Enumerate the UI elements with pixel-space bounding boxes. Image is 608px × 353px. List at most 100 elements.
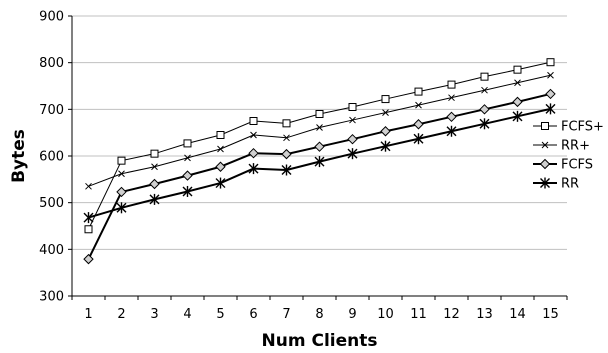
point-rr-plus-4 xyxy=(184,154,191,162)
point-fcfs-plus-2 xyxy=(117,156,126,165)
point-fcfs-plus-6 xyxy=(249,117,258,125)
legend-item-fcfs-plus: FCFS+ xyxy=(533,120,604,135)
legend-marker-rr-plus xyxy=(541,141,549,149)
point-rr-3 xyxy=(149,193,160,205)
point-rr-plus-13 xyxy=(481,86,488,94)
legend-marker-fcfs xyxy=(539,158,551,170)
point-rr-plus-8 xyxy=(316,124,323,131)
point-rr-9 xyxy=(347,148,358,160)
point-fcfs-plus-1 xyxy=(84,225,93,234)
point-rr-5 xyxy=(215,177,226,189)
point-fcfs-plus-11 xyxy=(414,87,423,96)
point-rr-plus-15 xyxy=(547,71,554,79)
y-tick-label-500: 500 xyxy=(39,196,64,211)
x-tick-label-4: 4 xyxy=(183,307,191,322)
grid-lines xyxy=(72,15,567,250)
legend-label-rr: RR xyxy=(561,177,579,192)
point-fcfs-14 xyxy=(512,96,523,108)
series-line-fcfs xyxy=(87,92,551,260)
point-rr-plus-12 xyxy=(448,94,455,102)
point-fcfs-plus-3 xyxy=(150,149,159,158)
point-fcfs-8 xyxy=(314,141,325,152)
point-rr-plus-6 xyxy=(250,131,257,139)
legend-label-fcfs: FCFS xyxy=(561,158,593,173)
point-fcfs-15 xyxy=(545,88,556,100)
legend-label-fcfs-plus: FCFS+ xyxy=(561,120,604,135)
y-tick-label-300: 300 xyxy=(39,290,64,305)
point-fcfs-13 xyxy=(479,104,490,115)
x-tick-label-6: 6 xyxy=(249,307,257,322)
x-tick-labels: 1 2 3 4 5 6 7 8 9 10 11 12 13 14 15 xyxy=(71,296,568,322)
point-rr-8 xyxy=(314,156,325,168)
y-tick-label-400: 400 xyxy=(39,243,64,258)
point-rr-11 xyxy=(413,133,424,145)
point-fcfs-6 xyxy=(248,147,259,159)
series-fcfs-plus xyxy=(84,58,555,234)
point-fcfs-plus-14 xyxy=(513,65,522,74)
legend: FCFS+ RR+ FCFS RR xyxy=(533,120,604,192)
y-tick-label-800: 800 xyxy=(39,56,64,71)
point-fcfs-4 xyxy=(182,170,193,181)
point-rr-1 xyxy=(83,212,94,224)
point-fcfs-10 xyxy=(380,126,391,137)
point-rr-13 xyxy=(479,118,490,130)
point-rr-plus-14 xyxy=(514,79,521,87)
x-tick-label-9: 9 xyxy=(348,307,356,322)
point-fcfs-11 xyxy=(413,119,424,130)
y-axis-title: Bytes xyxy=(9,129,29,183)
point-rr-10 xyxy=(380,140,391,152)
y-tick-labels: 300 400 500 600 700 800 900 xyxy=(39,10,72,305)
point-rr-plus-10 xyxy=(382,109,389,116)
point-fcfs-plus-12 xyxy=(447,80,456,89)
y-tick-label-600: 600 xyxy=(39,150,64,165)
point-fcfs-plus-8 xyxy=(315,110,324,118)
point-fcfs-9 xyxy=(347,133,358,145)
point-rr-plus-3 xyxy=(151,163,158,171)
point-fcfs-2 xyxy=(116,186,127,198)
point-fcfs-plus-13 xyxy=(480,72,489,81)
point-fcfs-plus-4 xyxy=(183,139,192,148)
legend-item-fcfs: FCFS xyxy=(533,158,593,173)
series-line-rr-plus xyxy=(88,74,551,187)
point-rr-plus-11 xyxy=(415,101,422,109)
point-rr-plus-7 xyxy=(283,134,290,142)
x-tick-label-10: 10 xyxy=(377,307,394,322)
y-tick-label-700: 700 xyxy=(39,103,64,118)
x-tick-label-7: 7 xyxy=(282,307,290,322)
x-tick-label-11: 11 xyxy=(410,307,427,322)
series-rr-plus xyxy=(85,71,554,190)
point-fcfs-3 xyxy=(149,178,160,190)
point-fcfs-plus-7 xyxy=(282,119,291,128)
legend-marker-fcfs-plus xyxy=(541,122,549,130)
series-rr xyxy=(83,103,556,224)
point-fcfs-5 xyxy=(215,161,226,172)
x-tick-label-12: 12 xyxy=(443,307,460,322)
x-tick-label-1: 1 xyxy=(84,307,92,322)
point-rr-plus-1 xyxy=(85,182,92,190)
x-tick-label-5: 5 xyxy=(216,307,224,322)
point-rr-15 xyxy=(545,103,556,115)
point-fcfs-plus-5 xyxy=(216,131,225,139)
point-rr-4 xyxy=(182,185,193,197)
x-tick-label-3: 3 xyxy=(150,307,158,322)
point-fcfs-7 xyxy=(281,148,292,160)
y-tick-label-900: 900 xyxy=(39,10,64,25)
x-axis-title: Num Clients xyxy=(262,331,378,351)
point-rr-6 xyxy=(248,163,259,175)
point-fcfs-12 xyxy=(446,111,457,123)
point-rr-plus-5 xyxy=(217,145,224,153)
point-rr-12 xyxy=(446,125,457,137)
x-tick-label-2: 2 xyxy=(117,307,125,322)
point-fcfs-plus-9 xyxy=(348,103,357,111)
series-fcfs xyxy=(83,88,556,265)
point-rr-plus-2 xyxy=(118,170,125,178)
point-rr-2 xyxy=(116,202,127,214)
legend-label-rr-plus: RR+ xyxy=(561,139,590,154)
legend-item-rr-plus: RR+ xyxy=(533,139,590,154)
x-tick-label-8: 8 xyxy=(315,307,323,322)
x-tick-label-13: 13 xyxy=(476,307,493,322)
point-fcfs-plus-10 xyxy=(381,95,390,104)
point-fcfs-1 xyxy=(83,253,94,265)
